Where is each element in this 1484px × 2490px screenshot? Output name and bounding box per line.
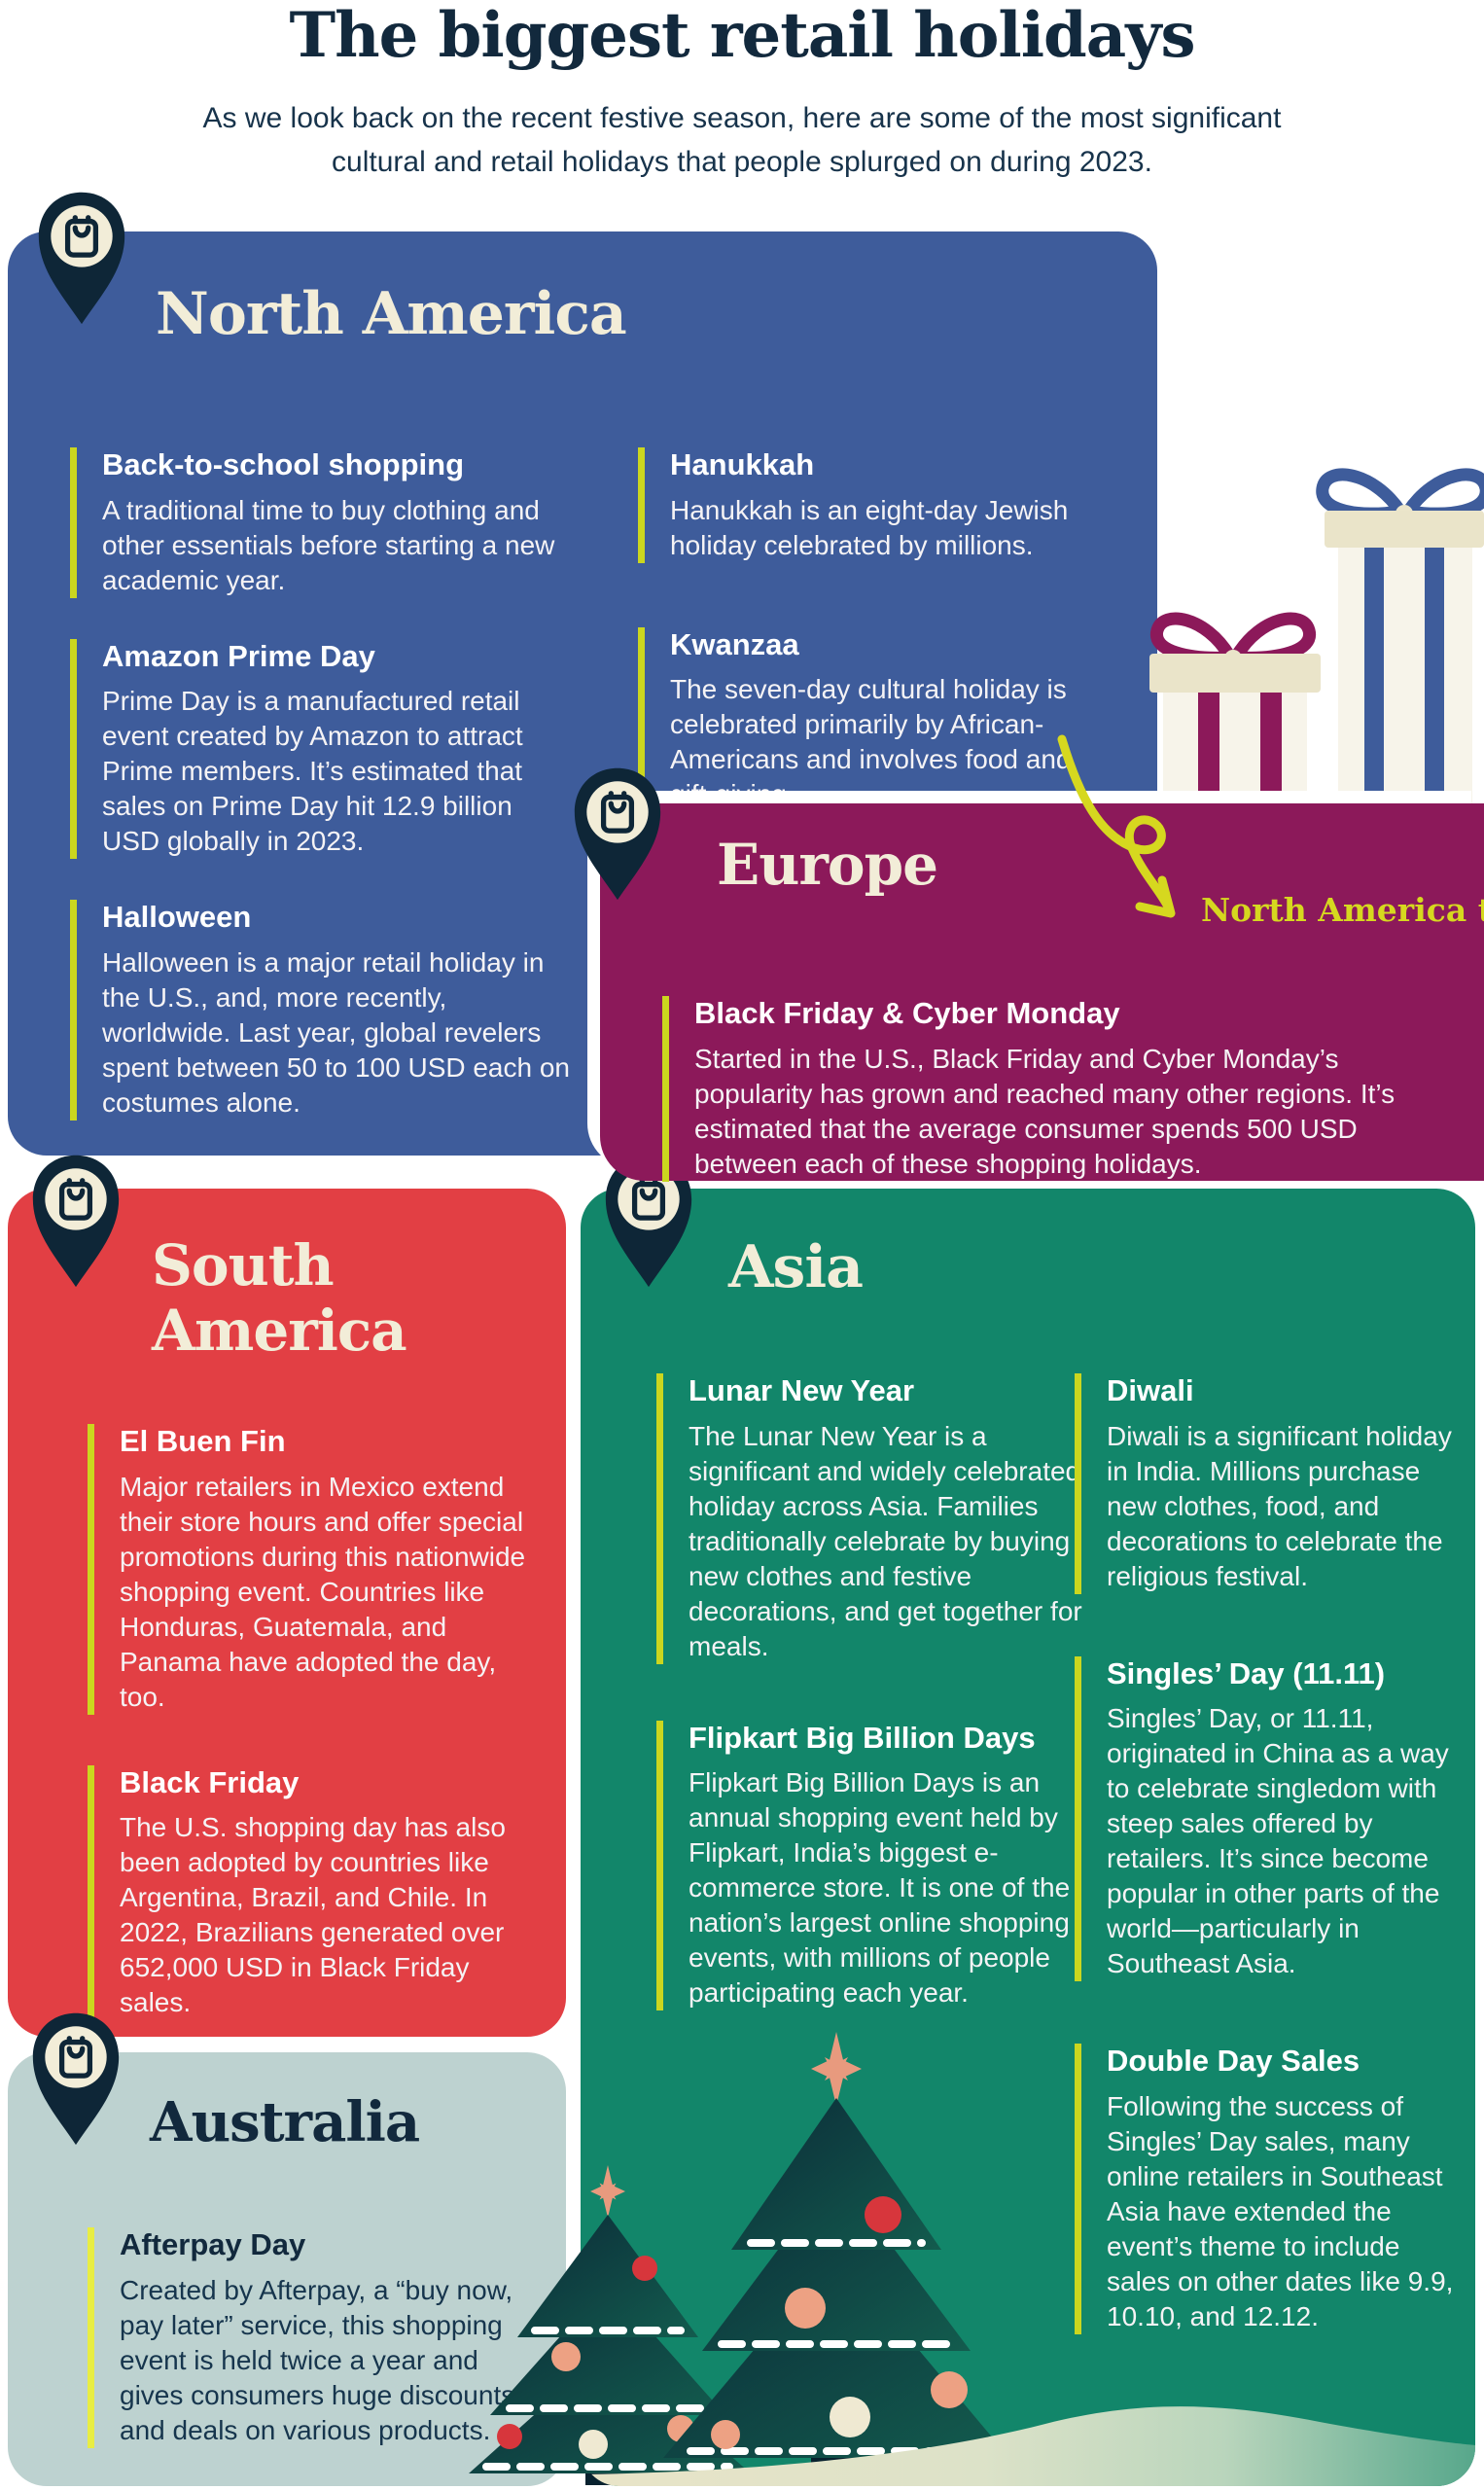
holiday-item: Black Friday The U.S. shopping day has a… bbox=[88, 1764, 527, 2021]
gift-magenta bbox=[1149, 612, 1321, 817]
christmas-tree-large bbox=[663, 2032, 1009, 2485]
region-card-asia: Asia Lunar New Year The Lunar New Year i… bbox=[581, 1189, 1475, 2486]
gift-boxes-illustration bbox=[1149, 468, 1484, 817]
holiday-description: The U.S. shopping day has also been adop… bbox=[120, 1812, 506, 2018]
holiday-description: Singles’ Day, or 11.11, originated in Ch… bbox=[1107, 1703, 1449, 1979]
holiday-title: Halloween bbox=[102, 900, 252, 935]
holiday-title: Flipkart Big Billion Days bbox=[689, 1720, 1036, 1755]
column: Afterpay Day Created by Afterpay, a “buy… bbox=[88, 2227, 527, 2448]
region-card-north-america: North America Back-to-school shopping A … bbox=[8, 231, 1157, 1156]
holiday-title: Kwanzaa bbox=[670, 626, 799, 661]
map-pin-shopping-bag-icon bbox=[29, 1150, 123, 1292]
holiday-title: Diwali bbox=[1107, 1373, 1194, 1407]
holiday-item: Kwanzaa The seven-day cultural holiday i… bbox=[638, 626, 1090, 813]
region-title-south-america: South America bbox=[152, 1232, 407, 1364]
holiday-title: Double Day Sales bbox=[1107, 2044, 1360, 2079]
holiday-item: Afterpay Day Created by Afterpay, a “buy… bbox=[88, 2227, 527, 2448]
callout-text: North America too! bbox=[1201, 891, 1484, 929]
christmas-trees-illustration bbox=[469, 2032, 1009, 2485]
region-title-north-america: North America bbox=[156, 280, 627, 348]
holiday-item: Diwali Diwali is a significant holiday i… bbox=[1075, 1373, 1464, 1594]
holiday-description: The Lunar New Year is a significant and … bbox=[689, 1420, 1082, 1661]
column: El Buen Fin Major retailers in Mexico ex… bbox=[88, 1424, 527, 2021]
page-title: The biggest retail holidays bbox=[289, 0, 1196, 72]
holiday-item: El Buen Fin Major retailers in Mexico ex… bbox=[88, 1424, 527, 1715]
holiday-item: Amazon Prime Day Prime Day is a manufact… bbox=[70, 638, 576, 860]
region-title-europe: Europe bbox=[717, 832, 938, 898]
holiday-description: Following the success of Singles’ Day sa… bbox=[1107, 2090, 1454, 2331]
holiday-description: Flipkart Big Billion Days is an annual s… bbox=[689, 1767, 1071, 2009]
map-pin-shopping-bag-icon bbox=[571, 763, 664, 905]
holiday-description: Hanukkah is an eight-day Jewish holiday … bbox=[670, 494, 1069, 560]
holiday-title: Black Friday & Cyber Monday bbox=[694, 996, 1120, 1030]
holiday-description: Halloween is a major retail holiday in t… bbox=[102, 946, 571, 1118]
holiday-item: Flipkart Big Billion Days Flipkart Big B… bbox=[656, 1720, 1092, 2011]
holiday-title: El Buen Fin bbox=[120, 1424, 286, 1458]
holiday-title: Amazon Prime Day bbox=[102, 638, 375, 673]
region-card-south-america: South America El Buen Fin Major retailer… bbox=[8, 1189, 566, 2037]
holiday-description: Started in the U.S., Black Friday and Cy… bbox=[694, 1043, 1396, 1179]
holiday-item: Double Day Sales Following the success o… bbox=[1075, 2044, 1464, 2334]
holiday-title: Back-to-school shopping bbox=[102, 447, 464, 481]
holiday-title: Singles’ Day (11.11) bbox=[1107, 1655, 1386, 1690]
holiday-title: Afterpay Day bbox=[120, 2227, 306, 2261]
holiday-item: Back-to-school shopping A traditional ti… bbox=[70, 447, 576, 598]
holiday-title: Hanukkah bbox=[670, 447, 815, 481]
region-card-australia: Australia Afterpay Day Created by Afterp… bbox=[8, 2052, 566, 2486]
holiday-description: The seven-day cultural holiday is celebr… bbox=[670, 674, 1072, 810]
column-left: Back-to-school shopping A traditional ti… bbox=[70, 447, 576, 1120]
holiday-title: Black Friday bbox=[120, 1764, 300, 1799]
column: Black Friday & Cyber Monday Started in t… bbox=[662, 996, 1452, 1182]
curved-arrow-icon bbox=[1057, 734, 1176, 918]
gift-blue bbox=[1316, 468, 1484, 817]
column-right: Hanukkah Hanukkah is an eight-day Jewish… bbox=[638, 447, 1090, 813]
map-pin-shopping-bag-icon bbox=[35, 187, 128, 329]
region-title-australia: Australia bbox=[150, 2090, 420, 2154]
holiday-description: Prime Day is a manufactured retail event… bbox=[102, 686, 523, 857]
holiday-description: Diwali is a significant holiday in India… bbox=[1107, 1420, 1452, 1591]
page-subtitle: As we look back on the recent festive se… bbox=[202, 102, 1282, 178]
holiday-description: A traditional time to buy clothing and o… bbox=[102, 494, 555, 595]
holiday-item: Hanukkah Hanukkah is an eight-day Jewish… bbox=[638, 447, 1090, 563]
holiday-item: Black Friday & Cyber Monday Started in t… bbox=[662, 996, 1452, 1182]
holiday-item: Halloween Halloween is a major retail ho… bbox=[70, 900, 576, 1120]
holiday-item: Singles’ Day (11.11) Singles’ Day, or 11… bbox=[1075, 1655, 1464, 1982]
holiday-title: Lunar New Year bbox=[689, 1373, 915, 1407]
holiday-description: Created by Afterpay, a “buy now, pay lat… bbox=[120, 2274, 515, 2445]
holiday-description: Major retailers in Mexico extend their s… bbox=[120, 1471, 526, 1712]
column-left: Lunar New Year The Lunar New Year is a s… bbox=[656, 1373, 1092, 2011]
region-card-europe: Europe North America too! Black Friday &… bbox=[600, 734, 1484, 1182]
map-pin-shopping-bag-icon bbox=[29, 2008, 123, 2150]
holiday-item: Lunar New Year The Lunar New Year is a s… bbox=[656, 1373, 1092, 1664]
column-right: Diwali Diwali is a significant holiday i… bbox=[1075, 1373, 1464, 2334]
region-title-asia: Asia bbox=[728, 1233, 864, 1301]
